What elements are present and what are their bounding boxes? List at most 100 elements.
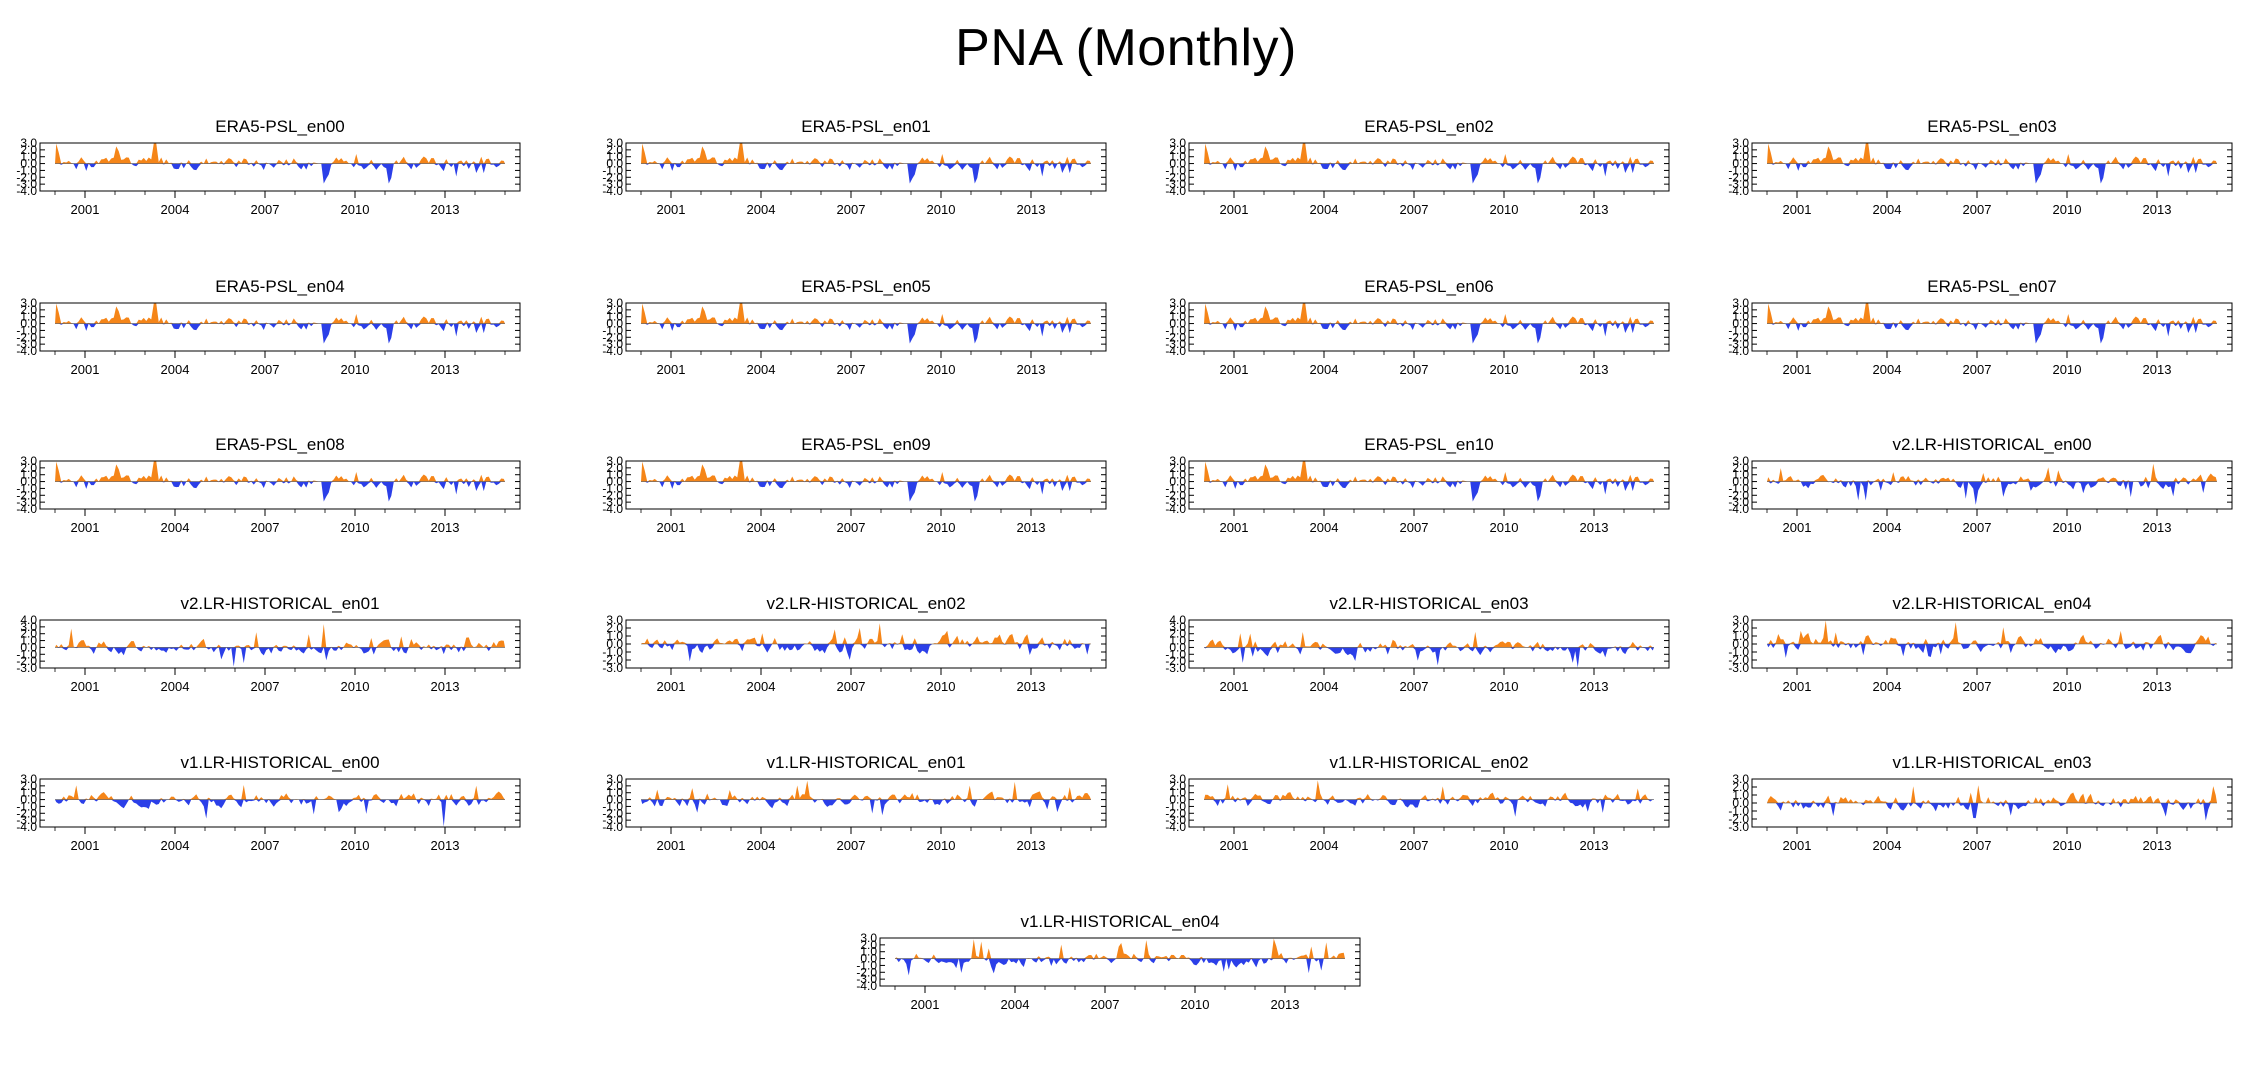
negative-area	[1767, 323, 2217, 344]
x-tick-label: 2004	[1873, 362, 1902, 377]
x-tick-label: 2013	[1017, 838, 1046, 853]
panel-title: ERA5-PSL_en04	[215, 277, 344, 296]
y-tick-label: -3.0	[16, 813, 37, 827]
y-tick-label: -3.0	[16, 337, 37, 351]
panel-title: ERA5-PSL_en01	[801, 117, 930, 136]
x-tick-label: 2010	[1490, 679, 1519, 694]
negative-area	[1204, 481, 1654, 502]
positive-area	[895, 938, 1345, 959]
x-tick-label: 2010	[341, 362, 370, 377]
y-tick-label: 0.0	[1169, 640, 1186, 654]
y-tick-label: -3.0	[602, 661, 623, 675]
x-tick-label: 2013	[2143, 520, 2172, 535]
y-tick-label: -1.0	[1165, 323, 1186, 337]
y-tick-label: 1.0	[1732, 788, 1749, 802]
x-tick-label: 2013	[2143, 202, 2172, 217]
positive-area	[641, 780, 1091, 800]
x-tick-label: 2001	[657, 520, 686, 535]
x-tick-label: 2007	[251, 202, 280, 217]
negative-area	[1767, 163, 2217, 184]
y-tick-label: 0.0	[606, 637, 623, 651]
pna-panel: ERA5-PSL_en03 3.02.01.00.0-1.0-2.0-3.0-4.…	[1728, 117, 2233, 217]
x-tick-label: 2007	[1963, 679, 1992, 694]
y-tick-label: -3.0	[1728, 177, 1749, 191]
x-tick-label: 2013	[1017, 202, 1046, 217]
pna-panel: v2.LR-HISTORICAL_en00 3.02.01.00.0-1.0-2.…	[1728, 435, 2233, 535]
plot-frame	[39, 619, 521, 669]
y-tick-label: 0.0	[1169, 475, 1186, 489]
panel-title: v1.LR-HISTORICAL_en02	[1329, 753, 1528, 772]
panel-title: ERA5-PSL_en05	[801, 277, 930, 296]
y-tick-label: -2.0	[1728, 488, 1749, 502]
positive-area	[1767, 620, 2217, 644]
y-tick-label: -2.0	[602, 488, 623, 502]
y-tick-label: 0.0	[1732, 475, 1749, 489]
panel-title: v2.LR-HISTORICAL_en00	[1892, 435, 2091, 454]
y-tick-label: 2.0	[20, 461, 37, 475]
positive-area	[641, 143, 1091, 164]
y-tick-label: 3.0	[20, 296, 37, 310]
pna-panel: v2.LR-HISTORICAL_en01 4.03.02.01.00.0-1.0…	[16, 594, 521, 694]
y-tick-label: 3.0	[606, 613, 623, 627]
y-tick-label: -3.0	[16, 495, 37, 509]
positive-area	[55, 461, 505, 482]
y-tick-label: -3.0	[1165, 337, 1186, 351]
y-tick-label: -4.0	[1728, 184, 1749, 198]
y-tick-label: 0.0	[1169, 793, 1186, 807]
negative-area	[641, 481, 1091, 502]
y-tick-label: -4.0	[602, 184, 623, 198]
y-tick-label: -1.0	[1165, 647, 1186, 661]
y-tick-label: 3.0	[606, 772, 623, 786]
y-tick-label: -3.0	[16, 177, 37, 191]
plot-frame	[1751, 460, 2233, 510]
plot-frame	[1188, 778, 1670, 828]
y-tick-label: 1.0	[20, 150, 37, 164]
x-tick-label: 2001	[657, 679, 686, 694]
y-tick-label: 3.0	[1169, 136, 1186, 150]
y-tick-label: -4.0	[1165, 502, 1186, 516]
y-tick-label: -2.0	[602, 170, 623, 184]
y-tick-label: 1.0	[1732, 150, 1749, 164]
plot-frame	[39, 778, 521, 828]
y-tick-label: 2.0	[1169, 303, 1186, 317]
x-tick-label: 2001	[71, 362, 100, 377]
y-tick-label: -1.0	[16, 481, 37, 495]
y-tick-label: -4.0	[1728, 502, 1749, 516]
x-tick-label: 2001	[71, 838, 100, 853]
plot-frame	[1751, 142, 2233, 192]
y-tick-label: -1.0	[16, 647, 37, 661]
y-tick-label: 2.0	[1169, 779, 1186, 793]
negative-area	[641, 163, 1091, 184]
y-tick-label: -1.0	[602, 645, 623, 659]
x-tick-label: 2013	[431, 362, 460, 377]
plot-frame	[39, 302, 521, 352]
x-tick-label: 2010	[927, 362, 956, 377]
y-tick-label: 2.0	[860, 938, 877, 952]
x-tick-label: 2013	[1017, 362, 1046, 377]
x-tick-label: 2007	[837, 520, 866, 535]
positive-area	[641, 461, 1091, 482]
plot-frame	[1751, 302, 2233, 352]
y-tick-label: -2.0	[1165, 806, 1186, 820]
negative-area	[1204, 799, 1654, 817]
y-tick-label: 4.0	[20, 613, 37, 627]
x-tick-label: 2010	[2053, 838, 2082, 853]
x-tick-label: 2001	[1220, 520, 1249, 535]
y-tick-label: 2.0	[1732, 780, 1749, 794]
y-tick-label: -4.0	[602, 344, 623, 358]
y-tick-label: -3.0	[1728, 495, 1749, 509]
y-tick-label: -1.0	[16, 323, 37, 337]
y-tick-label: -2.0	[16, 488, 37, 502]
y-tick-label: 1.0	[1169, 150, 1186, 164]
y-tick-label: 2.0	[606, 621, 623, 635]
x-tick-label: 2010	[1490, 520, 1519, 535]
y-tick-label: 2.0	[1732, 303, 1749, 317]
negative-area	[55, 163, 505, 184]
x-tick-label: 2007	[251, 838, 280, 853]
plot-frame	[625, 778, 1107, 828]
plot-frame	[39, 460, 521, 510]
x-tick-label: 2013	[1580, 202, 1609, 217]
x-tick-label: 2007	[837, 679, 866, 694]
y-tick-label: 1.0	[606, 786, 623, 800]
x-tick-label: 2013	[1580, 838, 1609, 853]
